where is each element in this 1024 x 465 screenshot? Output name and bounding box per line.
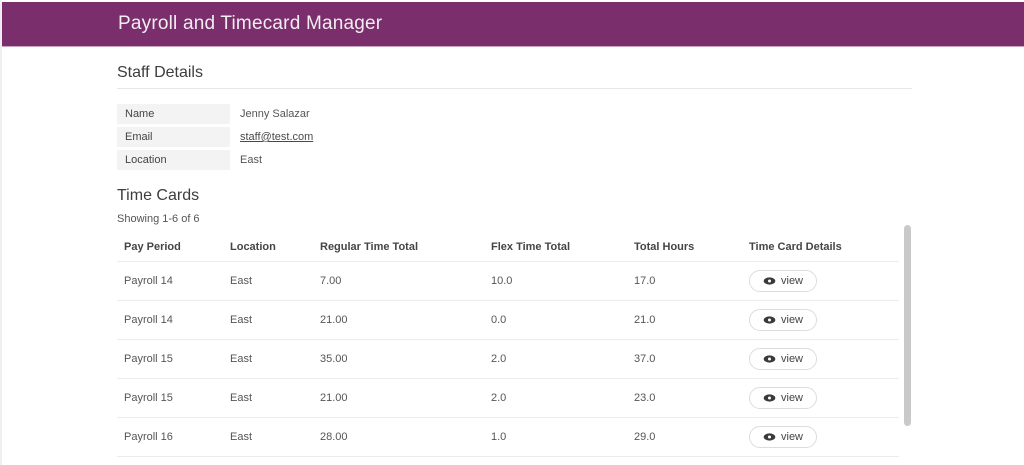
cell-pay-period: Payroll 14	[124, 314, 173, 326]
view-button[interactable]: view	[749, 309, 818, 331]
column-header-flex-time-total: Flex Time Total	[491, 241, 571, 253]
eye-icon	[763, 315, 776, 325]
view-button-label: view	[781, 353, 804, 365]
view-button-label: view	[781, 275, 804, 287]
cell-regular-time-total: 21.00	[320, 314, 348, 326]
eye-icon	[763, 393, 776, 403]
view-button-label: view	[781, 431, 804, 443]
timecards-heading: Time Cards	[117, 187, 200, 204]
table-header-row: Pay Period Location Regular Time Total F…	[117, 235, 899, 261]
cell-pay-period: Payroll 14	[124, 275, 173, 287]
column-header-regular-time-total: Regular Time Total	[320, 241, 419, 253]
cell-flex-time-total: 1.0	[491, 431, 507, 443]
view-button[interactable]: view	[749, 426, 818, 448]
table-row: Payroll 15 East 21.00 2.0 23.0 view	[117, 378, 899, 417]
staff-details-divider	[117, 88, 912, 89]
staff-details-fields: Name Jenny Salazar Email staff@test.com …	[117, 104, 912, 170]
cell-total-hours: 23.0	[634, 392, 656, 404]
view-button-label: view	[781, 392, 804, 404]
email-field-label: Email	[117, 127, 230, 147]
column-header-time-card-details: Time Card Details	[749, 241, 842, 253]
location-field-label: Location	[117, 150, 230, 170]
timecards-showing-count: Showing 1-6 of 6	[117, 213, 200, 225]
table-row: Payroll 15 East 35.00 2.0 37.0 view	[117, 339, 899, 378]
cell-location: East	[230, 353, 253, 365]
email-link[interactable]: staff@test.com	[240, 131, 314, 143]
cell-location: East	[230, 431, 253, 443]
cell-flex-time-total: 2.0	[491, 392, 507, 404]
page-title: Payroll and Timecard Manager	[118, 13, 383, 34]
table-row: Payroll 14 East 7.00 10.0 17.0 view	[117, 261, 899, 300]
staff-field-name: Name Jenny Salazar	[117, 104, 912, 124]
table-scrollbar-track[interactable]	[904, 225, 911, 465]
name-field-label: Name	[117, 104, 230, 124]
cell-pay-period: Payroll 16	[124, 431, 173, 443]
staff-details-heading: Staff Details	[117, 64, 203, 81]
cell-location: East	[230, 314, 253, 326]
cell-flex-time-total: 2.0	[491, 353, 507, 365]
location-field-value: East	[240, 154, 263, 166]
view-button[interactable]: view	[749, 348, 818, 370]
cell-regular-time-total: 28.00	[320, 431, 348, 443]
cell-flex-time-total: 0.0	[491, 314, 507, 326]
name-field-value: Jenny Salazar	[240, 108, 310, 120]
cell-pay-period: Payroll 15	[124, 353, 173, 365]
cell-total-hours: 17.0	[634, 275, 656, 287]
cell-regular-time-total: 35.00	[320, 353, 348, 365]
cell-location: East	[230, 275, 253, 287]
eye-icon	[763, 354, 776, 364]
cell-total-hours: 21.0	[634, 314, 656, 326]
main-content: Staff Details Name Jenny Salazar Email s…	[2, 64, 912, 457]
timecards-table-area: Pay Period Location Regular Time Total F…	[117, 225, 912, 457]
eye-icon	[763, 432, 776, 442]
view-button[interactable]: view	[749, 387, 818, 409]
table-row: Payroll 14 East 21.00 0.0 21.0 view	[117, 300, 899, 339]
cell-flex-time-total: 10.0	[491, 275, 513, 287]
cell-pay-period: Payroll 15	[124, 392, 173, 404]
staff-field-email: Email staff@test.com	[117, 127, 912, 147]
table-row: Payroll 16 East 28.00 1.0 29.0 view	[117, 417, 899, 456]
cell-regular-time-total: 7.00	[320, 275, 342, 287]
table-scrollbar-thumb[interactable]	[904, 225, 911, 426]
column-header-location: Location	[230, 241, 276, 253]
column-header-total-hours: Total Hours	[634, 241, 695, 253]
staff-field-location: Location East	[117, 150, 912, 170]
cell-total-hours: 37.0	[634, 353, 656, 365]
app-header: Payroll and Timecard Manager	[2, 2, 1024, 47]
cell-total-hours: 29.0	[634, 431, 656, 443]
cell-regular-time-total: 21.00	[320, 392, 348, 404]
eye-icon	[763, 276, 776, 286]
cell-location: East	[230, 392, 253, 404]
timecards-table: Pay Period Location Regular Time Total F…	[117, 235, 899, 457]
view-button[interactable]: view	[749, 270, 818, 292]
column-header-pay-period: Pay Period	[124, 241, 181, 253]
view-button-label: view	[781, 314, 804, 326]
